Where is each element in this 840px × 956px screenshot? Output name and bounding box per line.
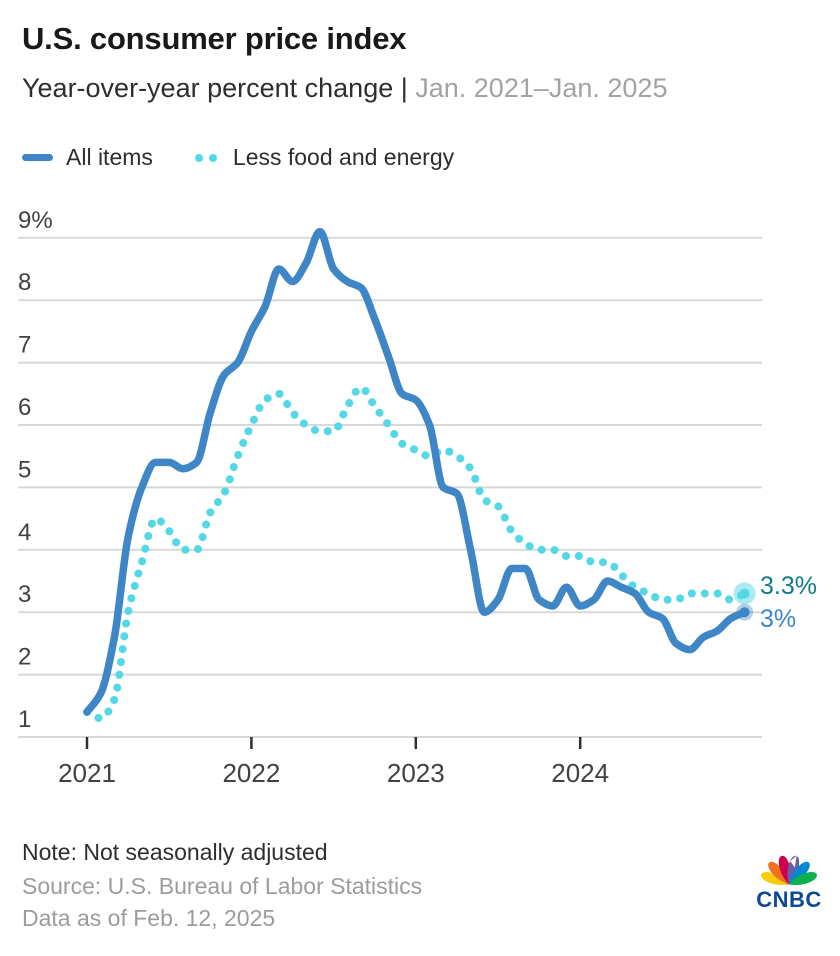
page-title: U.S. consumer price index	[22, 21, 407, 56]
peacock-head-notch	[790, 855, 797, 868]
legend-label-all-items: All items	[66, 144, 153, 170]
line-chart: 1 2 3 4 5 6 7 8 9% 2021 2022 2023 2024	[18, 207, 762, 788]
svg-text:4: 4	[18, 519, 31, 546]
legend-item-less-food-energy: Less food and energy	[194, 144, 455, 171]
svg-text:2024: 2024	[551, 758, 609, 788]
legend-item-all-items: All items	[22, 144, 153, 171]
svg-text:7: 7	[18, 332, 31, 359]
chart-legend: All items Less food and energy	[22, 144, 454, 171]
svg-text:3: 3	[18, 581, 31, 608]
chart-subtitle: Year-over-year percent change | Jan. 202…	[22, 72, 667, 104]
dot-icon	[208, 153, 217, 162]
data-as-of-text: Data as of Feb. 12, 2025	[22, 905, 276, 931]
note-text: Note: Not seasonally adjusted	[22, 839, 328, 865]
subtitle-date-range: Jan. 2021–Jan. 2025	[415, 73, 668, 103]
core-end-value-label: 3.3%	[760, 572, 817, 600]
cnbc-logo: CNBC	[754, 851, 824, 911]
svg-text:2023: 2023	[387, 758, 445, 788]
svg-text:8: 8	[18, 269, 31, 296]
cnbc-wordmark: CNBC	[756, 887, 822, 912]
cnbc-peacock-icon	[761, 855, 817, 886]
svg-text:6: 6	[18, 394, 31, 421]
legend-swatch-dots	[194, 153, 217, 162]
svg-text:2: 2	[18, 644, 31, 671]
source-text: Source: U.S. Bureau of Labor Statistics	[22, 873, 423, 899]
svg-text:2021: 2021	[58, 758, 116, 788]
legend-label-less-food-energy: Less food and energy	[232, 144, 455, 170]
legend-swatch-line	[22, 154, 53, 161]
all-items-end-value-label: 3%	[760, 605, 797, 633]
svg-text:2022: 2022	[222, 758, 280, 788]
svg-text:9%: 9%	[18, 207, 53, 234]
svg-text:1: 1	[18, 706, 31, 733]
svg-text:5: 5	[18, 456, 31, 483]
dot-icon	[194, 153, 203, 162]
subtitle-measure: Year-over-year percent change |	[22, 73, 416, 103]
